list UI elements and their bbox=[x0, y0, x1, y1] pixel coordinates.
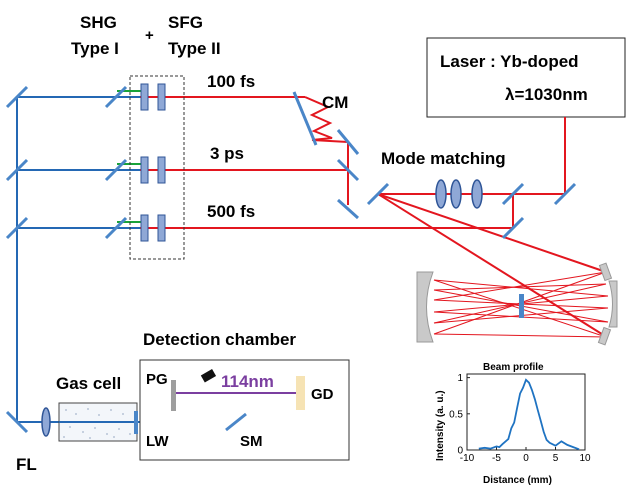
cm-label: CM bbox=[322, 93, 348, 112]
mode-matching-label: Mode matching bbox=[381, 149, 506, 168]
beam-profile-xtick-label: 10 bbox=[579, 453, 591, 464]
detection-chamber-label: Detection chamber bbox=[143, 330, 296, 349]
lw-label: LW bbox=[146, 433, 169, 450]
mode-matching-lens-2 bbox=[450, 179, 462, 209]
mirror-3ps-turn bbox=[336, 158, 360, 182]
pg-label: PG bbox=[146, 371, 168, 388]
beam-profile-series-line bbox=[478, 378, 580, 451]
beam-profile-title: Beam profile bbox=[483, 362, 544, 373]
cavity-gas-target bbox=[519, 294, 524, 318]
fl-label: FL bbox=[16, 455, 37, 474]
sfg-crystal-1 bbox=[157, 83, 166, 111]
shg-crystal-2 bbox=[140, 156, 149, 184]
sfg-crystal-3 bbox=[157, 214, 166, 242]
shg-crystal-1 bbox=[140, 83, 149, 111]
beam-profile-ytick-label: 0 bbox=[457, 446, 463, 457]
mode-matching-lens-1 bbox=[435, 179, 447, 209]
crystals bbox=[140, 83, 166, 242]
focusing-lens-fl bbox=[41, 407, 51, 437]
beam-profile-xlabel: Distance (mm) bbox=[483, 475, 552, 486]
sfg-label: SFG bbox=[168, 13, 203, 32]
gas-cell-label: Gas cell bbox=[56, 374, 121, 393]
beam-profile-ytick-label: 0.5 bbox=[449, 409, 463, 420]
beam-profile-chart: Beam profile Intensity (a. u.) Distance … bbox=[435, 362, 591, 486]
mirror-3ps bbox=[104, 158, 128, 182]
chirped-mirror-bounces bbox=[304, 96, 333, 141]
spherical-mirror-sm bbox=[225, 412, 247, 432]
mirror-100fs bbox=[104, 85, 128, 109]
mirror-cm-2 bbox=[336, 129, 360, 155]
mode-matching-lens-3 bbox=[471, 179, 483, 209]
mirror-bottom-mid bbox=[336, 198, 360, 220]
shg-type-label: Type I bbox=[71, 39, 119, 58]
shg-crystal-3 bbox=[140, 214, 149, 242]
shg-label: SHG bbox=[80, 13, 117, 32]
grating-small bbox=[200, 369, 217, 383]
mirrors bbox=[5, 85, 577, 434]
sfg-crystal-2 bbox=[157, 156, 166, 184]
laser-box bbox=[426, 37, 626, 118]
cavity-curved-mirror-right bbox=[608, 280, 618, 328]
mirror-mode-match-left bbox=[366, 182, 390, 206]
beam-profile-xtick-label: 5 bbox=[553, 453, 559, 464]
enhancement-cavity bbox=[416, 262, 618, 346]
beam-to-cavity-top bbox=[377, 193, 607, 273]
pulse-500fs-label: 500 fs bbox=[207, 202, 255, 221]
beam-profile-xtick-label: 0 bbox=[523, 453, 529, 464]
beam-profile-xtick-label: -5 bbox=[492, 453, 501, 464]
pulse-3ps-label: 3 ps bbox=[210, 144, 244, 163]
detector-gd bbox=[296, 376, 305, 410]
chirped-mirror-cm bbox=[292, 91, 318, 146]
mirror-left-1 bbox=[5, 85, 29, 109]
gas-cell-dots bbox=[63, 408, 131, 439]
lw-window bbox=[134, 411, 138, 434]
mirror-left-4 bbox=[5, 410, 29, 434]
mirror-split-bottom bbox=[501, 216, 525, 240]
cavity-mirror-top-right bbox=[598, 262, 613, 282]
pulse-100fs-label: 100 fs bbox=[207, 72, 255, 91]
sm-label: SM bbox=[240, 433, 263, 450]
laser-label-line2: λ=1030nm bbox=[505, 85, 588, 104]
fundamental-beam-paths bbox=[125, 96, 607, 337]
laser-label-line1: Laser : Yb-doped bbox=[440, 52, 579, 71]
beam-profile-ylabel: Intensity (a. u.) bbox=[435, 390, 446, 461]
plus-sign: + bbox=[145, 27, 154, 44]
mirror-left-3 bbox=[5, 216, 29, 240]
grating-pg bbox=[171, 380, 176, 411]
mirror-500fs bbox=[104, 216, 128, 240]
mirror-laser-turn bbox=[553, 182, 577, 206]
cavity-curved-mirror-left bbox=[416, 271, 434, 343]
beam-profile-plot-area bbox=[466, 373, 586, 451]
gd-label: GD bbox=[311, 386, 334, 403]
sfg-type-label: Type II bbox=[168, 39, 221, 58]
crystal-group-box bbox=[129, 75, 185, 260]
wavelength-label: 114nm bbox=[221, 372, 274, 391]
mirror-left-2 bbox=[5, 158, 29, 182]
beam-from-cavity-bottom bbox=[377, 193, 606, 337]
mirror-split-top bbox=[501, 182, 525, 206]
beam-profile-ytick-label: 1 bbox=[457, 373, 463, 384]
beam-profile-xtick-label: -10 bbox=[460, 453, 475, 464]
cavity-mirror-bottom-right bbox=[597, 326, 612, 346]
